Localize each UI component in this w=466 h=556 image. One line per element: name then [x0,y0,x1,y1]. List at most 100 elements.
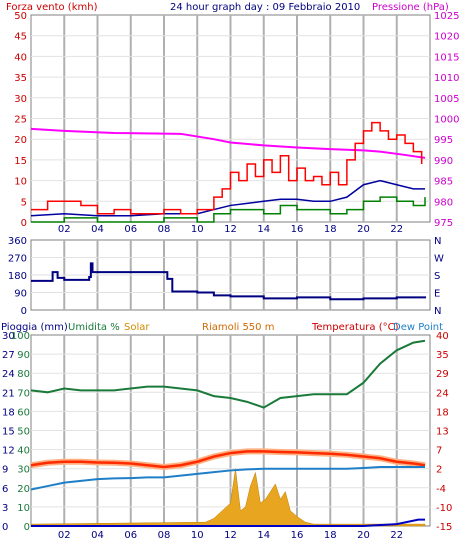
compass-tick-label: E [434,289,440,300]
dewpoint-line [30,465,426,491]
temperature-tick-label: 29 [436,369,449,380]
temperature-tick-label: 2 [436,465,442,476]
temperature-tick-label: 7 [436,446,442,457]
humidity-tick-label: 0 [24,522,30,533]
pressure-tick-label: 975 [434,218,453,229]
temperature-line [30,450,426,469]
temperature-tick-label: 40 [436,331,449,342]
pressure-line [30,127,426,159]
pressure-tick-label: 995 [434,135,453,146]
wind-tick-label: 35 [14,73,27,84]
humidity-tick-label: 70 [17,388,30,399]
humidity-tick-label: 10 [17,503,30,514]
time-tick-label: 22 [390,530,403,541]
temperature-tick-label: 24 [436,388,449,399]
time-tick-label: 20 [357,224,370,235]
wind-tick-label: 45 [14,32,27,43]
time-tick-label: 22 [390,224,403,235]
direction-tick-label: 0 [21,306,27,317]
pressure-tick-label: 1025 [434,11,459,22]
humidity-tick-label: 90 [17,350,30,361]
wind-tick-label: 0 [21,218,27,229]
time-tick-label: 02 [58,224,71,235]
pressure-tick-label: 1020 [434,32,459,43]
rain-tick-label: 3 [2,503,8,514]
humidity-tick-label: 100 [11,331,30,342]
wind-tick-label: 40 [14,52,27,63]
compass-tick-label: S [434,271,440,282]
temperature-tick-label: 18 [436,407,449,418]
time-tick-label: 08 [158,224,171,235]
wind-axis-label: Forza vento (kmh) [6,2,98,13]
humidity-tick-label: 40 [17,446,30,457]
humidity-tick-label: 80 [17,369,30,380]
time-tick-label: 18 [324,224,337,235]
temperature-axis-label: Temperatura (°C) [311,322,399,333]
time-tick-label: 06 [124,530,137,541]
temperature-tick-label: -15 [436,522,452,533]
time-tick-label: 14 [257,224,270,235]
compass-tick-label: N [434,236,441,247]
pressure-tick-label: 1005 [434,94,459,105]
pressure-tick-label: 985 [434,177,453,188]
pressure-axis-label: Pressione (hPa) [372,2,449,13]
compass-tick-label: N [434,306,441,317]
pressure-tick-label: 1000 [434,115,459,126]
time-tick-label: 18 [324,530,337,541]
rain-tick-label: 24 [2,369,15,380]
humidity-tick-label: 60 [17,407,30,418]
time-tick-label: 10 [191,224,204,235]
rain-axis-label: Pioggia (mm) [1,322,68,333]
temperature-tick-label: -4 [436,484,446,495]
wind-speed-line [31,121,423,215]
rain-tick-label: 9 [2,465,8,476]
wind-direction-line [31,262,427,301]
time-tick-label: 16 [291,530,304,541]
time-tick-label: 12 [224,224,237,235]
temperature-tick-label: -10 [436,503,452,514]
time-tick-label: 02 [58,530,71,541]
time-tick-label: 12 [224,530,237,541]
compass-tick-label: W [434,254,444,265]
direction-tick-label: 90 [14,289,27,300]
chart-title: 24 hour graph day : 09 Febbraio 2010 [170,2,360,13]
time-tick-label: 10 [191,530,204,541]
rain-tick-label: 27 [2,350,15,361]
rain-line [31,518,426,527]
direction-tick-label: 180 [8,271,27,282]
direction-tick-label: 360 [8,236,27,247]
pressure-tick-label: 980 [434,197,453,208]
axis-tick-labels: 0510152025303540455097598098599099510001… [2,11,459,541]
pressure-tick-label: 1010 [434,73,459,84]
time-tick-label: 04 [91,224,104,235]
solar-label: Solar [124,322,150,333]
dewpoint-axis-label: Dew Point [393,322,443,333]
data-series [30,121,427,527]
wind-average-line [31,196,426,223]
direction-tick-label: 270 [8,254,27,265]
humidity-tick-label: 20 [17,484,30,495]
rain-tick-label: 15 [2,427,15,438]
humidity-tick-label: 30 [17,465,30,476]
time-tick-label: 08 [158,530,171,541]
time-tick-label: 04 [91,530,104,541]
humidity-line [30,339,426,409]
pressure-tick-label: 990 [434,156,453,167]
rain-tick-label: 18 [2,407,15,418]
rain-tick-label: 12 [2,446,15,457]
wind-tick-label: 15 [14,156,27,167]
humidity-axis-label: Umidita % [68,322,120,333]
temperature-tick-label: 35 [436,350,449,361]
time-tick-label: 20 [357,530,370,541]
time-tick-label: 14 [257,530,270,541]
wind-tick-label: 30 [14,94,27,105]
time-tick-label: 16 [291,224,304,235]
wind-tick-label: 5 [21,197,27,208]
rain-tick-label: 30 [2,331,15,342]
time-tick-label: 06 [124,224,137,235]
rain-tick-label: 0 [2,522,8,533]
temperature-tick-label: 13 [436,427,449,438]
humidity-tick-label: 50 [17,427,30,438]
rain-tick-label: 6 [2,484,8,495]
